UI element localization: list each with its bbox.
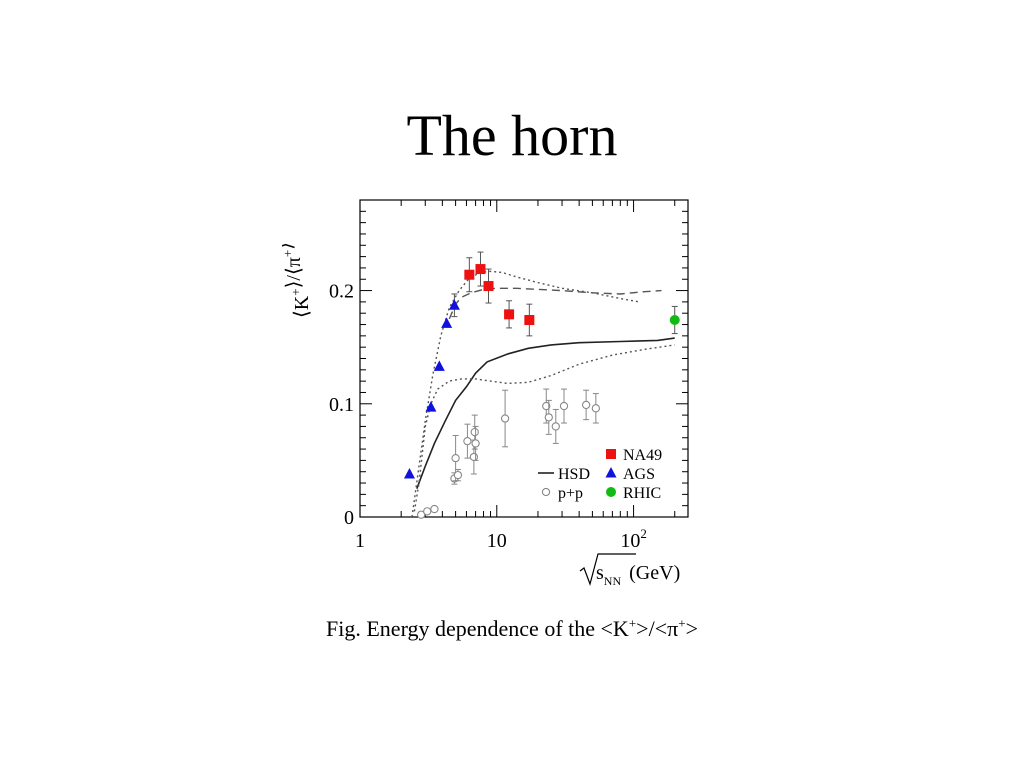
legend-label-ags: AGS — [623, 466, 655, 483]
curve-dotted-2 — [411, 270, 640, 517]
point-pp — [423, 507, 432, 516]
caption-sup-1: + — [628, 615, 637, 631]
legend-label-rhic: RHIC — [623, 485, 661, 502]
point-na49 — [475, 264, 486, 275]
caption-text-prefix: Fig. Energy dependence of the <K — [326, 616, 629, 641]
legend-marker-na49 — [606, 449, 616, 459]
y-tick-label: 0.2 — [329, 281, 354, 303]
point-pp — [591, 404, 601, 413]
x-tick-label: 10 — [487, 530, 507, 552]
curve-dashed-3 — [448, 287, 662, 320]
slide-title: The horn — [406, 103, 618, 168]
point-pp — [430, 504, 439, 514]
point-ags — [441, 317, 453, 328]
y-axis-label: ⟨K+⟩/⟨π+⟩ — [282, 242, 313, 318]
point-pp — [500, 414, 510, 423]
x-axis-label: sNN (GeV) — [596, 562, 680, 588]
point-pp — [551, 422, 560, 431]
legend-label-na49: NA49 — [623, 447, 662, 464]
point-pp — [544, 413, 553, 422]
point-ags — [433, 360, 445, 371]
caption-sup-2: + — [678, 615, 686, 631]
point-ags — [448, 299, 460, 310]
point-ags — [403, 467, 415, 479]
point-pp — [542, 401, 551, 411]
point-pp — [417, 510, 426, 519]
point-pp — [453, 470, 463, 480]
point-na49 — [524, 315, 535, 326]
x-tick-label: 1 — [355, 530, 365, 552]
legend-marker-pp — [541, 487, 551, 497]
point-na49 — [483, 281, 494, 292]
point-pp — [559, 401, 569, 411]
legend-label-pp: p+p — [558, 485, 583, 502]
legend-label-hsd: HSD — [558, 466, 590, 483]
point-pp — [469, 452, 479, 462]
curve-solid-0 — [416, 337, 675, 489]
caption-text-suffix: > — [685, 616, 698, 641]
point-pp — [471, 439, 480, 448]
y-tick-label: 0 — [344, 507, 354, 529]
point-pp — [581, 400, 591, 410]
x-tick-label: 102 — [620, 526, 647, 552]
chart-svg: 1 10 102 0 0.1 0.2 ⟨K+⟩/⟨π+⟩ sNN(GeV) NA49 AGS RHI… — [275, 199, 689, 588]
point-rhic — [669, 315, 680, 326]
point-na49 — [464, 269, 475, 280]
legend-marker-ags — [605, 467, 617, 478]
caption-text-mid: >/<π — [636, 616, 679, 641]
chart-figure: 1 10 102 0 0.1 0.2 ⟨K+⟩/⟨π+⟩ sNN(GeV) NA49 AGS RHI… — [275, 192, 702, 597]
point-pp — [463, 436, 472, 446]
figure-caption: Fig. Energy dependence of the <K+>/<π+> — [0, 615, 1024, 643]
sqrt-symbol — [579, 553, 636, 586]
point-pp — [451, 453, 460, 463]
point-pp — [470, 427, 479, 437]
point-na49 — [504, 309, 515, 320]
point-ags — [425, 401, 437, 412]
y-tick-label: 0.1 — [329, 394, 354, 416]
legend-marker-rhic — [606, 487, 616, 497]
